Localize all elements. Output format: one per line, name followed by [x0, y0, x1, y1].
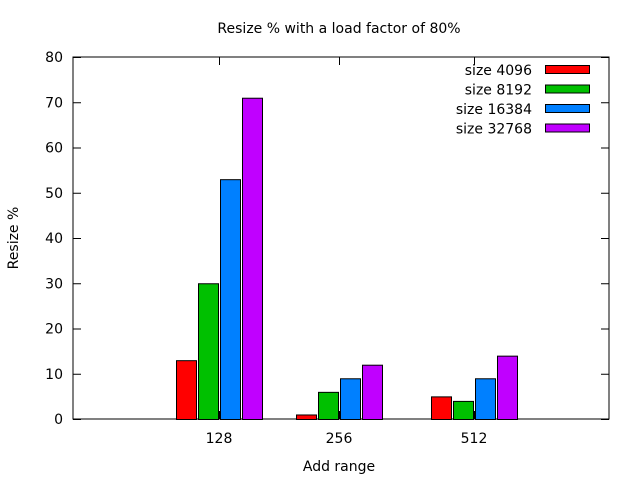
- bar: [453, 400, 474, 420]
- bar: [340, 378, 361, 420]
- legend-swatch: [545, 104, 590, 113]
- y-tick-label: 10: [45, 367, 63, 383]
- bar: [242, 97, 263, 420]
- y-tick-label: 80: [45, 50, 63, 66]
- bar: [176, 360, 197, 420]
- legend-swatch: [545, 84, 590, 94]
- bar: [318, 391, 339, 421]
- legend-label: size 8192: [465, 83, 532, 99]
- y-tick-label: 20: [45, 322, 63, 338]
- bar: [362, 364, 383, 421]
- y-tick-label: 30: [45, 276, 63, 292]
- chart-title: Resize % with a load factor of 80%: [217, 21, 460, 37]
- bars: [176, 97, 518, 421]
- axes: 0 10 20 30 40 50 60 70 80 128 256 512: [45, 50, 609, 447]
- legend: size 4096 size 8192 size 16384 size 32768: [456, 63, 590, 138]
- legend-label: size 16384: [456, 102, 532, 118]
- y-tick-label: 40: [45, 231, 63, 247]
- bar: [431, 396, 452, 420]
- bar: [296, 414, 317, 421]
- bar: [198, 283, 219, 420]
- y-tick-label: 0: [54, 412, 63, 428]
- legend-swatch: [545, 123, 590, 133]
- x-tick-label: 128: [206, 431, 233, 447]
- bar: [475, 378, 496, 420]
- y-tick-label: 50: [45, 186, 63, 202]
- legend-swatch: [545, 65, 590, 74]
- legend-label: size 32768: [456, 122, 532, 138]
- x-tick-label: 512: [461, 431, 488, 447]
- bar: [220, 179, 241, 420]
- y-axis-label: Resize %: [6, 207, 22, 270]
- legend-label: size 4096: [465, 63, 532, 79]
- x-axis-label: Add range: [303, 459, 375, 475]
- y-tick-label: 70: [45, 95, 63, 111]
- bar: [497, 355, 518, 420]
- y-tick-label: 60: [45, 141, 63, 157]
- x-tick-label: 256: [326, 431, 353, 447]
